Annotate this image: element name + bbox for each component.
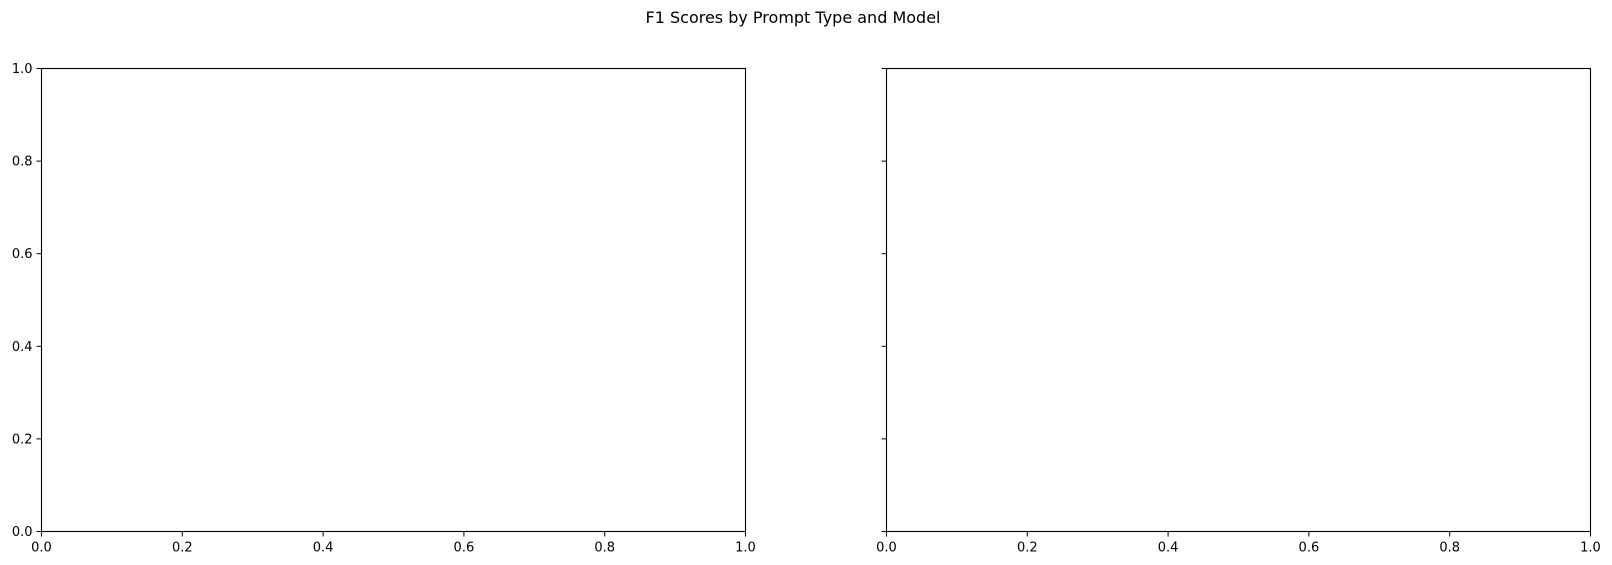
right-x-tick-label: 1.0 xyxy=(1580,541,1601,556)
left-y-tick-label: 0.8 xyxy=(12,155,33,170)
right-axes-y-ticks xyxy=(881,68,887,532)
right-x-tick-label: 0.4 xyxy=(1158,541,1179,556)
right-axes: 0.0 0.2 0.4 0.6 0.8 1.0 xyxy=(876,67,1601,556)
left-x-tick-label: 0.0 xyxy=(31,541,52,556)
left-x-tick-label: 0.6 xyxy=(454,541,475,556)
left-x-tick-label: 0.4 xyxy=(313,541,334,556)
right-x-tick-label: 0.0 xyxy=(876,541,897,556)
left-x-tick-label: 0.2 xyxy=(172,541,193,556)
left-axes-frame xyxy=(40,67,747,533)
right-x-tick-label: 0.2 xyxy=(1017,541,1038,556)
left-y-tick-label: 0.0 xyxy=(12,525,33,540)
right-axes-frame xyxy=(885,67,1592,533)
figure-title: F1 Scores by Prompt Type and Model xyxy=(646,8,941,27)
right-x-tick-label: 0.6 xyxy=(1299,541,1320,556)
left-y-tick-label: 0.6 xyxy=(12,247,33,262)
right-axes-x-ticks: 0.0 0.2 0.4 0.6 0.8 1.0 xyxy=(876,531,1601,556)
left-axes-x-ticks: 0.0 0.2 0.4 0.6 0.8 1.0 xyxy=(31,531,756,556)
left-axes: 0.0 0.2 0.4 0.6 0.8 1.0 0.0 0.2 0.4 0.6 0.8 1.0 xyxy=(12,62,756,556)
right-x-tick-label: 0.8 xyxy=(1439,541,1460,556)
left-x-tick-label: 1.0 xyxy=(735,541,756,556)
left-y-tick-label: 1.0 xyxy=(12,62,33,77)
left-x-tick-label: 0.8 xyxy=(594,541,615,556)
left-y-tick-label: 0.4 xyxy=(12,340,33,355)
left-axes-y-ticks: 0.0 0.2 0.4 0.6 0.8 1.0 xyxy=(12,62,42,540)
left-y-tick-label: 0.2 xyxy=(12,432,33,447)
